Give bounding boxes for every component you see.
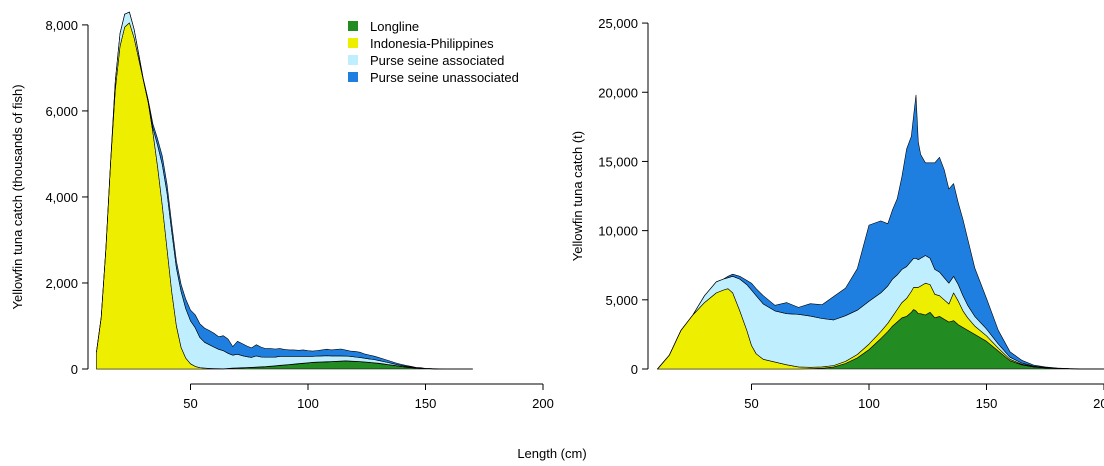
x-tick-label: 150 bbox=[976, 396, 998, 411]
y-tick-label: 25,000 bbox=[598, 16, 638, 31]
x-tick-label: 200 bbox=[1093, 396, 1104, 411]
area-purse-seine-unassociated bbox=[96, 11, 473, 370]
x-tick-label: 100 bbox=[858, 396, 880, 411]
legend-swatch-indonesia-philippines bbox=[348, 38, 358, 48]
y-tick-label: 20,000 bbox=[598, 85, 638, 100]
legend-swatch-purse-seine-unassociated bbox=[348, 72, 358, 82]
y-tick-label: 6,000 bbox=[45, 104, 78, 119]
y-tick-label: 0 bbox=[71, 362, 78, 377]
legend-label-purse-seine-associated: Purse seine associated bbox=[370, 53, 504, 68]
y-tick-label: 4,000 bbox=[45, 190, 78, 205]
left-panel: 50 100 150 200 0 2,000 4,000 6,000 8,000 Yellowfi… bbox=[10, 11, 554, 411]
legend-label-indonesia-philippines: Indonesia-Philippines bbox=[370, 36, 494, 51]
legend-swatch-longline bbox=[348, 21, 358, 31]
legend-swatch-purse-seine-associated bbox=[348, 55, 358, 65]
legend-label-longline: Longline bbox=[370, 19, 419, 34]
legend-label-purse-seine-unassociated: Purse seine unassociated bbox=[370, 70, 519, 85]
y-axis-label: Yellowfin tuna catch (thousands of fish) bbox=[10, 84, 25, 309]
y-tick-label: 8,000 bbox=[45, 18, 78, 33]
y-tick-label: 10,000 bbox=[598, 224, 638, 239]
x-tick-label: 200 bbox=[532, 396, 554, 411]
shared-x-axis-label: Length (cm) bbox=[517, 446, 586, 461]
area-purse-seine-unassociated bbox=[657, 94, 1104, 370]
right-panel: 50 100 150 200 0 5,000 10,000 15,000 20,000 25,00… bbox=[570, 16, 1104, 411]
x-tick-label: 100 bbox=[297, 396, 319, 411]
y-tick-label: 5,000 bbox=[605, 293, 638, 308]
y-tick-label: 0 bbox=[631, 362, 638, 377]
y-axis-label: Yellowfin tuna catch (t) bbox=[570, 131, 585, 261]
y-tick-label: 15,000 bbox=[598, 154, 638, 169]
x-tick-label: 50 bbox=[183, 396, 197, 411]
x-tick-label: 50 bbox=[744, 396, 758, 411]
x-tick-label: 150 bbox=[415, 396, 437, 411]
y-tick-label: 2,000 bbox=[45, 276, 78, 291]
legend: Longline Indonesia-Philippines Purse seine… bbox=[348, 19, 519, 85]
